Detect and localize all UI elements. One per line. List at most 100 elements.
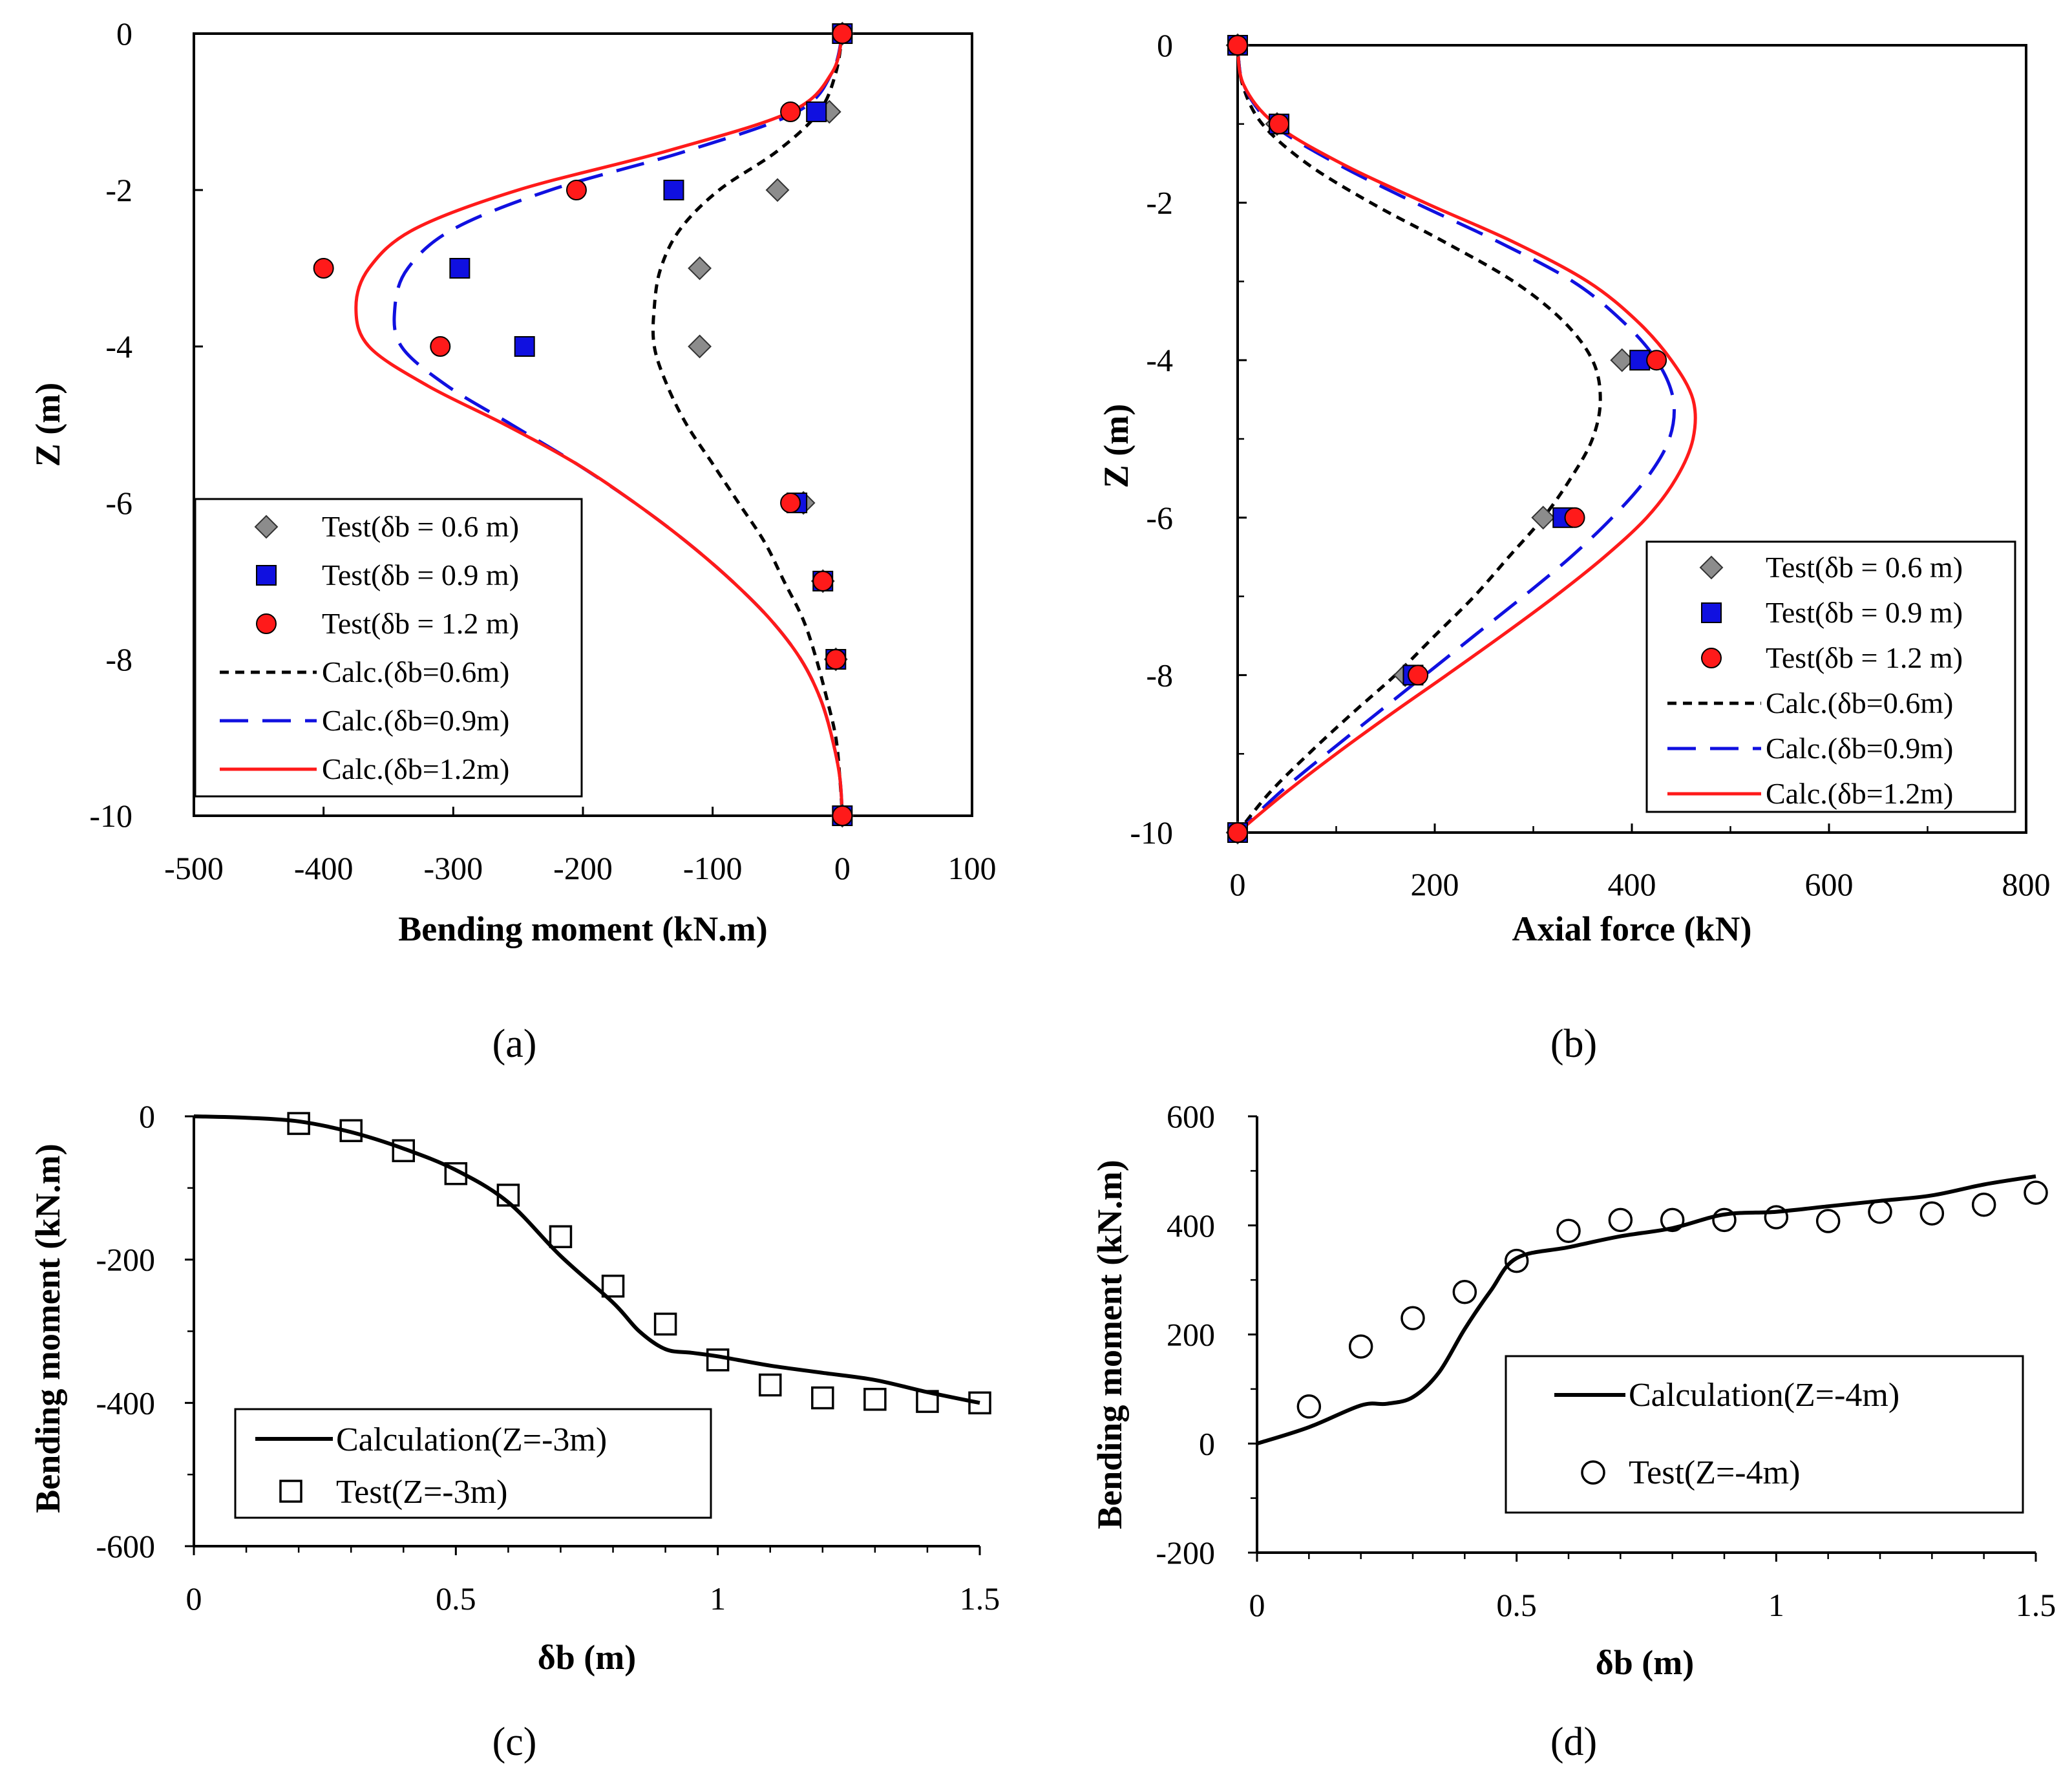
legend-symbol-a-2	[256, 613, 277, 634]
x-tick-label-b-2: 400	[1608, 866, 1656, 902]
y-tick-label-b-4: -8	[1146, 657, 1173, 693]
x-axis-label-a: Bending moment (kN.m)	[398, 909, 768, 948]
y-tick-label-b-0: 0	[1157, 27, 1173, 63]
legend-symbol-b-2	[1701, 648, 1722, 668]
test-point-b-2-3	[1564, 507, 1585, 528]
calc-line-b-0	[1236, 45, 1602, 834]
y-tick-label-a-0: 0	[116, 16, 132, 52]
y-tick-label-d-4: -200	[1156, 1535, 1215, 1571]
legend-box-b	[1645, 540, 2016, 813]
test-point-d-0-14	[2024, 1180, 2048, 1205]
y-tick-label-c-0: 0	[139, 1098, 155, 1134]
x-tick-label-a-6: 100	[948, 850, 997, 886]
test-point-c-0-12	[916, 1390, 939, 1413]
panel-b: 0 200 400 600 800 0 -2 -4 -6 -8 -10 Axial force (…	[1097, 27, 2051, 1066]
x-tick-label-d-2: 1	[1768, 1587, 1784, 1623]
y-tick-label-c-2: -400	[96, 1385, 155, 1421]
test-point-b-2-1	[1269, 113, 1290, 134]
x-tick-label-d-3: 1.5	[2016, 1587, 2056, 1623]
y-tick-label-d-2: 200	[1167, 1317, 1215, 1353]
y-axis-label-c: Bending moment (kN.m)	[28, 1143, 67, 1513]
legend-label-a-3: Calc.(δb=0.6m)	[322, 655, 509, 688]
legend-label-c-0: Calculation(Z=-3m)	[336, 1421, 607, 1458]
legend-symbol-a-0	[254, 515, 279, 539]
legend-label-b-1: Test(δb = 0.9 m)	[1766, 596, 1963, 629]
y-tick-labels-c: 0 -200 -400 -600	[96, 1098, 155, 1564]
test-point-b-0-2	[1610, 348, 1634, 372]
y-tick-label-b-2: -4	[1146, 342, 1173, 378]
legend-label-a-5: Calc.(δb=1.2m)	[322, 752, 509, 785]
panel-label-a: (a)	[492, 1022, 537, 1066]
test-point-c-0-2	[392, 1139, 416, 1162]
legend-symbols-a	[220, 515, 317, 771]
test-point-d-0-6	[1608, 1207, 1633, 1233]
legend-symbols-d	[1554, 1393, 1625, 1485]
y-tick-label-a-3: -6	[105, 485, 132, 521]
y-axis-label-a: Z (m)	[28, 383, 67, 467]
test-point-b-2-5	[1227, 822, 1248, 843]
legend-b: Test(δb = 0.6 m) Test(δb = 0.9 m) Test(δ…	[1645, 540, 2016, 813]
test-points-d	[1296, 1180, 2048, 1419]
x-tick-label-b-4: 800	[2002, 866, 2051, 902]
y-axis-label-b: Z (m)	[1097, 404, 1136, 488]
test-point-a-0-3	[688, 256, 712, 281]
x-tick-label-b-3: 600	[1805, 866, 1854, 902]
test-point-c-0-8	[706, 1348, 730, 1372]
tick-marks-d	[1248, 1115, 2037, 1562]
legend-a: Test(δb = 0.6 m) Test(δb = 0.9 m) Test(δ…	[194, 498, 583, 798]
legend-label-a-0: Test(δb = 0.6 m)	[322, 510, 519, 543]
legend-symbol-b-0	[1699, 555, 1724, 580]
x-tick-label-a-2: -300	[424, 850, 483, 886]
tick-marks-c	[185, 1115, 981, 1555]
legend-label-b-0: Test(δb = 0.6 m)	[1766, 551, 1963, 584]
legend-box-d	[1505, 1355, 2024, 1514]
y-tick-label-d-0: 600	[1167, 1098, 1215, 1134]
test-point-a-1-3	[449, 258, 470, 279]
y-tick-label-b-1: -2	[1146, 185, 1173, 221]
test-point-d-0-1	[1348, 1334, 1373, 1359]
y-tick-label-b-5: -10	[1130, 814, 1173, 851]
y-tick-label-a-2: -4	[105, 328, 132, 365]
x-tick-label-a-4: -100	[683, 850, 743, 886]
panel-d: 0 0.5 1 1.5 600 400 200 0 -200 δb (m) Bending m…	[1090, 1098, 2056, 1764]
test-point-b-0-3	[1531, 505, 1556, 530]
legend-label-d-0: Calculation(Z=-4m)	[1629, 1377, 1899, 1414]
tick-marks-b	[1236, 44, 2027, 834]
test-point-a-1-1	[806, 101, 827, 122]
y-tick-label-b-3: -6	[1146, 500, 1173, 536]
panel-c: 0 0.5 1 1.5 0 -200 -400 -600 δb (m) Bending mo…	[28, 1098, 1000, 1764]
y-tick-label-a-4: -8	[105, 641, 132, 677]
test-point-d-0-3	[1452, 1279, 1477, 1304]
x-tick-label-c-3: 1.5	[960, 1580, 1000, 1617]
test-point-d-0-7	[1660, 1207, 1685, 1233]
legend-label-c-1: Test(Z=-3m)	[336, 1474, 507, 1511]
test-point-d-0-12	[1919, 1201, 1945, 1226]
y-tick-labels-b: 0 -2 -4 -6 -8 -10	[1130, 27, 1173, 851]
test-point-d-0-9	[1764, 1205, 1789, 1229]
test-point-a-2-0	[832, 23, 853, 44]
test-point-d-0-4	[1504, 1248, 1529, 1273]
y-tick-label-a-1: -2	[105, 172, 132, 208]
y-tick-label-a-5: -10	[89, 798, 132, 834]
x-tick-label-c-2: 1	[710, 1580, 726, 1617]
x-axis-label-b: Axial force (kN)	[1512, 909, 1752, 948]
legend-box-c	[234, 1408, 712, 1519]
y-tick-label-d-1: 400	[1167, 1207, 1215, 1244]
test-point-a-2-8	[832, 805, 853, 826]
legend-label-b-4: Calc.(δb=0.9m)	[1766, 732, 1953, 765]
legend-label-a-1: Test(δb = 0.9 m)	[322, 558, 519, 591]
test-point-c-0-1	[339, 1119, 363, 1142]
test-point-a-0-4	[688, 334, 712, 359]
y-axis-label-d: Bending moment (kN.m)	[1090, 1160, 1129, 1529]
panel-label-b: (b)	[1550, 1022, 1597, 1066]
panel-label-c: (c)	[492, 1720, 537, 1764]
y-tick-label-c-1: -200	[96, 1242, 155, 1278]
x-tick-label-b-0: 0	[1230, 866, 1246, 902]
test-point-c-0-0	[287, 1112, 310, 1135]
y-tick-label-c-3: -600	[96, 1528, 155, 1564]
test-points-c	[287, 1112, 991, 1415]
panel-label-d: (d)	[1550, 1720, 1597, 1764]
test-point-c-0-11	[863, 1388, 887, 1411]
x-tick-label-a-1: -400	[294, 850, 354, 886]
test-point-a-1-4	[514, 336, 535, 357]
